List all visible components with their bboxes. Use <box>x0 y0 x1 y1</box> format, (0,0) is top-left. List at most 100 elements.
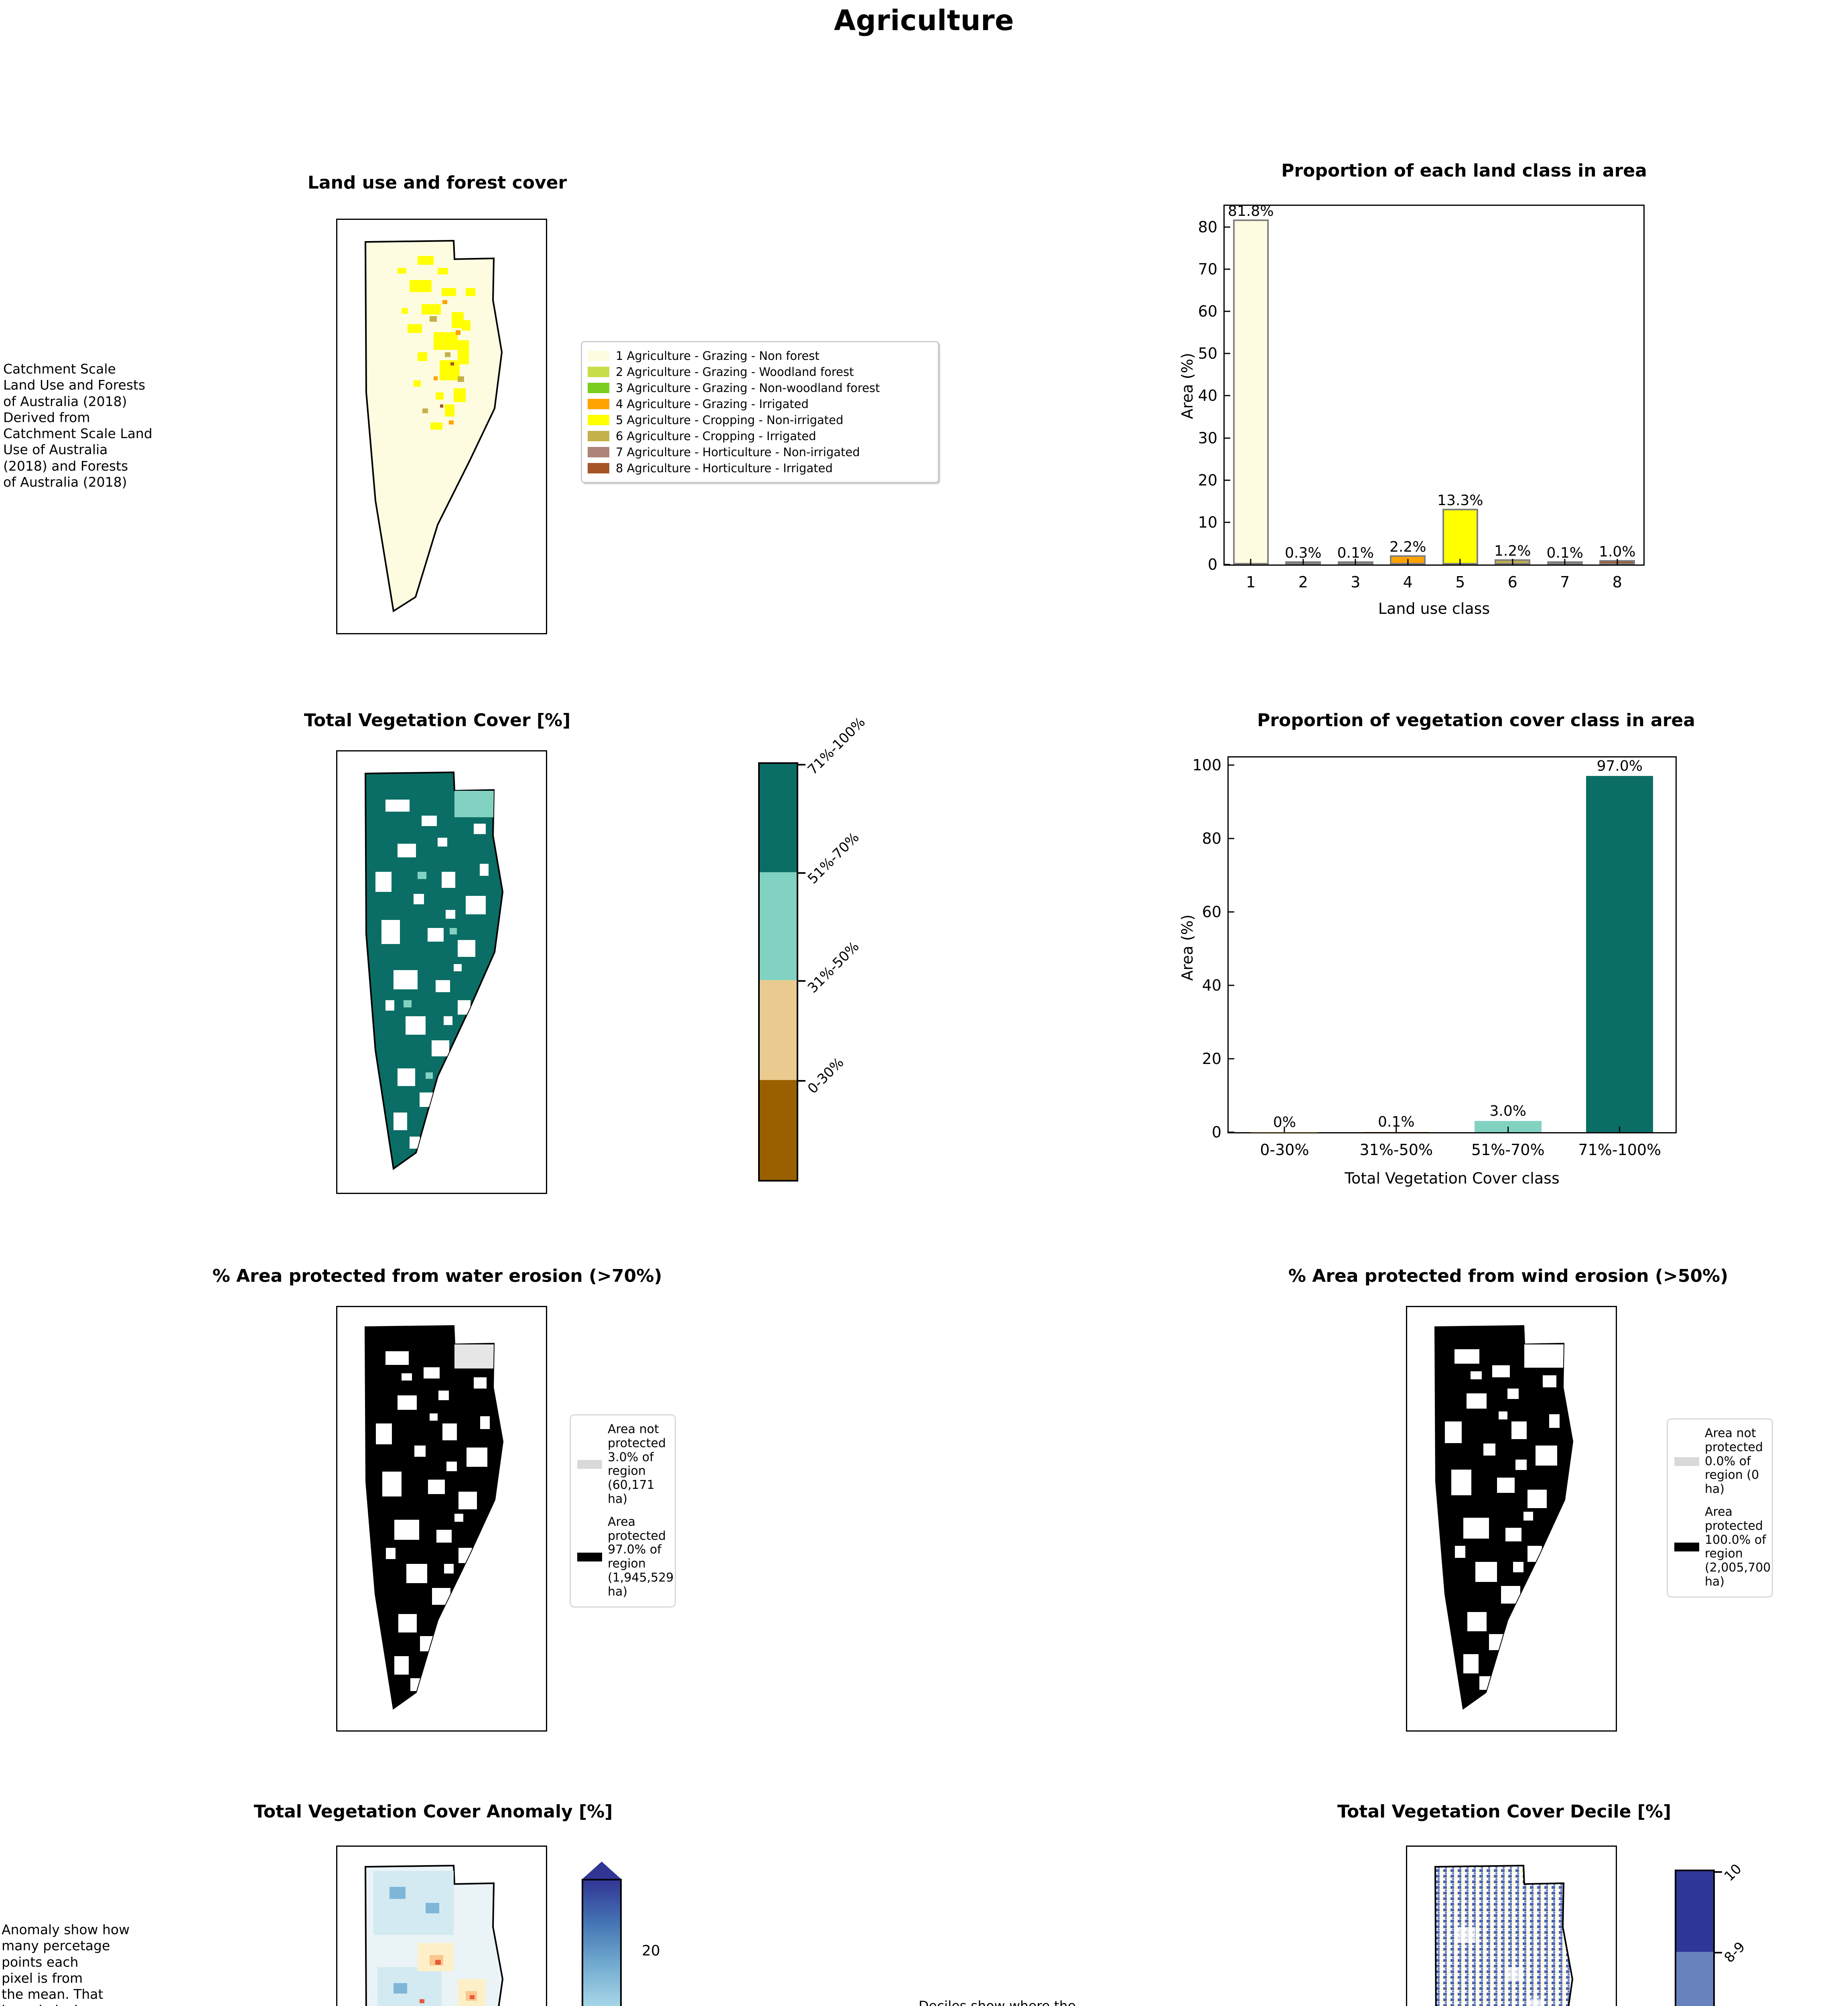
legend-label-2: 2 Agriculture - Grazing - Woodland fores… <box>616 365 854 379</box>
anomaly-colorbar <box>582 1879 622 2006</box>
legend-swatch-4 <box>588 399 609 409</box>
land-use-legend: 1 Agriculture - Grazing - Non forest 2 A… <box>581 341 939 483</box>
bar-cell: 97.0% <box>1564 757 1676 1132</box>
xtick: 51%-70% <box>1471 1132 1545 1159</box>
decile-map[interactable] <box>1406 1846 1617 2006</box>
wind-erosion-map[interactable] <box>1406 1306 1617 1732</box>
label-protected: Area protected 100.0% of region (2,005,7… <box>1705 1504 1771 1589</box>
legend-item[interactable]: 6 Agriculture - Cropping - Irrigated <box>588 428 931 444</box>
ytick: 30 <box>1198 429 1225 447</box>
bar-1[interactable]: 81.8% <box>1228 203 1274 564</box>
veg-cover-map-polygon <box>364 771 504 1170</box>
cbar-tick <box>797 1080 805 1082</box>
veg-cover-map[interactable] <box>336 750 547 1194</box>
cbar-label-71-100: 71%-100% <box>804 714 868 778</box>
decile-colorbar <box>1675 1870 1722 2006</box>
land-use-chart-ylabel: Area (%) <box>1179 353 1196 419</box>
cbar-seg-31-50 <box>760 980 797 1080</box>
land-use-map[interactable] <box>336 219 547 634</box>
bar-cell: 0.3% <box>1277 206 1330 564</box>
bar-71-100[interactable]: 97.0% <box>1586 758 1653 1132</box>
cbar-tick <box>797 764 805 765</box>
xtick: 8 <box>1613 564 1622 591</box>
bar-cell: 1.2% <box>1487 206 1539 564</box>
bar-cell: 13.3% <box>1434 206 1487 564</box>
legend-label-1: 1 Agriculture - Grazing - Non forest <box>616 349 820 363</box>
cbar-seg-10 <box>1676 1871 1713 1952</box>
land-use-bars: 81.8% 0.3% 0.1% 2.2% 13.3% <box>1225 203 1644 564</box>
bar-value-1: 81.8% <box>1228 203 1274 219</box>
cbar-seg-0-30 <box>760 1080 797 1180</box>
ytick: 50 <box>1198 345 1225 362</box>
bar-cell: 2.2% <box>1382 206 1434 564</box>
xtick: 0-30% <box>1260 1132 1309 1159</box>
cbar-seg-51-70 <box>760 872 797 981</box>
ytick: 80 <box>1198 218 1225 236</box>
ytick: 100 <box>1192 756 1229 774</box>
cbar-tick <box>1713 1951 1722 1953</box>
label-not-protected: Area not protected 0.0% of region (0 ha) <box>1705 1426 1763 1496</box>
cbar-tick <box>797 872 805 874</box>
legend-item[interactable]: Area protected 100.0% of region (2,005,7… <box>1674 1505 1771 1589</box>
land-use-map-title: Land use and forest cover <box>307 173 567 193</box>
water-erosion-map-polygon <box>364 1325 504 1710</box>
decile-map-polygon <box>1434 1864 1574 2006</box>
legend-swatch-5 <box>588 415 609 425</box>
veg-cover-chart-title: Proportion of vegetation cover class in … <box>1257 710 1695 731</box>
legend-item[interactable]: 2 Agriculture - Grazing - Woodland fores… <box>588 364 931 380</box>
bar-cell: 1.0% <box>1591 206 1644 564</box>
bar-cell: 0% <box>1229 757 1341 1132</box>
label-protected: Area protected 97.0% of region (1,945,52… <box>608 1515 674 1599</box>
legend-item[interactable]: 7 Agriculture - Horticulture - Non-irrig… <box>588 444 931 460</box>
legend-label-5: 5 Agriculture - Cropping - Non-irrigated <box>616 413 844 427</box>
land-use-map-polygon <box>364 240 503 613</box>
anomaly-map-title: Total Vegetation Cover Anomaly [%] <box>254 1801 613 1822</box>
xtick: 1 <box>1246 564 1256 591</box>
legend-item[interactable]: Area not protected 3.0% of region (60,17… <box>577 1422 668 1507</box>
page-title: Agriculture <box>834 4 1014 37</box>
anomaly-tick-20: 20 <box>642 1943 660 1959</box>
veg-cover-bar-chart: Proportion of vegetation cover class in … <box>1163 710 1789 1232</box>
legend-swatch-6 <box>588 431 609 441</box>
legend-label-6: 6 Agriculture - Cropping - Irrigated <box>616 429 816 443</box>
legend-item[interactable]: 8 Agriculture - Horticulture - Irrigated <box>588 460 931 476</box>
xtick: 31%-50% <box>1359 1132 1433 1159</box>
legend-item[interactable]: 5 Agriculture - Cropping - Non-irrigated <box>588 412 931 428</box>
legend-item[interactable]: 3 Agriculture - Grazing - Non-woodland f… <box>588 380 931 396</box>
legend-swatch-2 <box>588 367 609 377</box>
land-use-source-note: Catchment Scale Land Use and Forests of … <box>3 361 152 490</box>
bar-cell: 81.8% <box>1225 203 1277 564</box>
land-use-chart-title: Proportion of each land class in area <box>1281 160 1647 181</box>
cbar-tick <box>797 980 805 982</box>
legend-item[interactable]: Area not protected 0.0% of region (0 ha) <box>1674 1426 1765 1496</box>
ytick: 60 <box>1198 303 1225 320</box>
legend-item[interactable]: 1 Agriculture - Grazing - Non forest <box>588 348 931 364</box>
xtick: 3 <box>1351 564 1360 591</box>
veg-cover-bars: 0% 0.1% 3.0% 97.0% <box>1229 757 1676 1132</box>
wind-erosion-legend: Area not protected 0.0% of region (0 ha)… <box>1667 1418 1773 1598</box>
bar-5[interactable]: 13.3% <box>1437 492 1483 564</box>
legend-swatch-8 <box>588 463 609 473</box>
bar-cell: 3.0% <box>1452 757 1564 1132</box>
water-erosion-map[interactable] <box>336 1306 547 1732</box>
anomaly-note: Anomaly show how many percetage points e… <box>2 1922 130 2006</box>
ytick: 40 <box>1198 387 1225 404</box>
cbar-label-0-30: 0-30% <box>804 1054 847 1097</box>
swatch-not-protected <box>577 1460 602 1469</box>
water-erosion-map-title: % Area protected from water erosion (>70… <box>212 1266 662 1286</box>
bar-value-8: 1.0% <box>1599 544 1636 560</box>
veg-cover-chart-ylabel: Area (%) <box>1179 914 1196 981</box>
xtick: 5 <box>1455 564 1465 591</box>
decile-map-title: Total Vegetation Cover Decile [%] <box>1337 1801 1672 1822</box>
ytick: 20 <box>1202 1050 1229 1068</box>
legend-item[interactable]: 4 Agriculture - Grazing - Irrigated <box>588 396 931 412</box>
anomaly-map-polygon <box>364 1864 504 2006</box>
anomaly-map[interactable] <box>336 1846 547 2006</box>
legend-swatch-3 <box>588 383 609 393</box>
swatch-not-protected <box>1674 1457 1699 1466</box>
cbar-seg-8-9 <box>1676 1951 1713 2006</box>
ytick: 0 <box>1212 1123 1229 1141</box>
cbar-label-8-9: 8-9 <box>1721 1939 1749 1966</box>
ytick: 60 <box>1202 903 1229 921</box>
legend-item[interactable]: Area protected 97.0% of region (1,945,52… <box>577 1515 673 1599</box>
